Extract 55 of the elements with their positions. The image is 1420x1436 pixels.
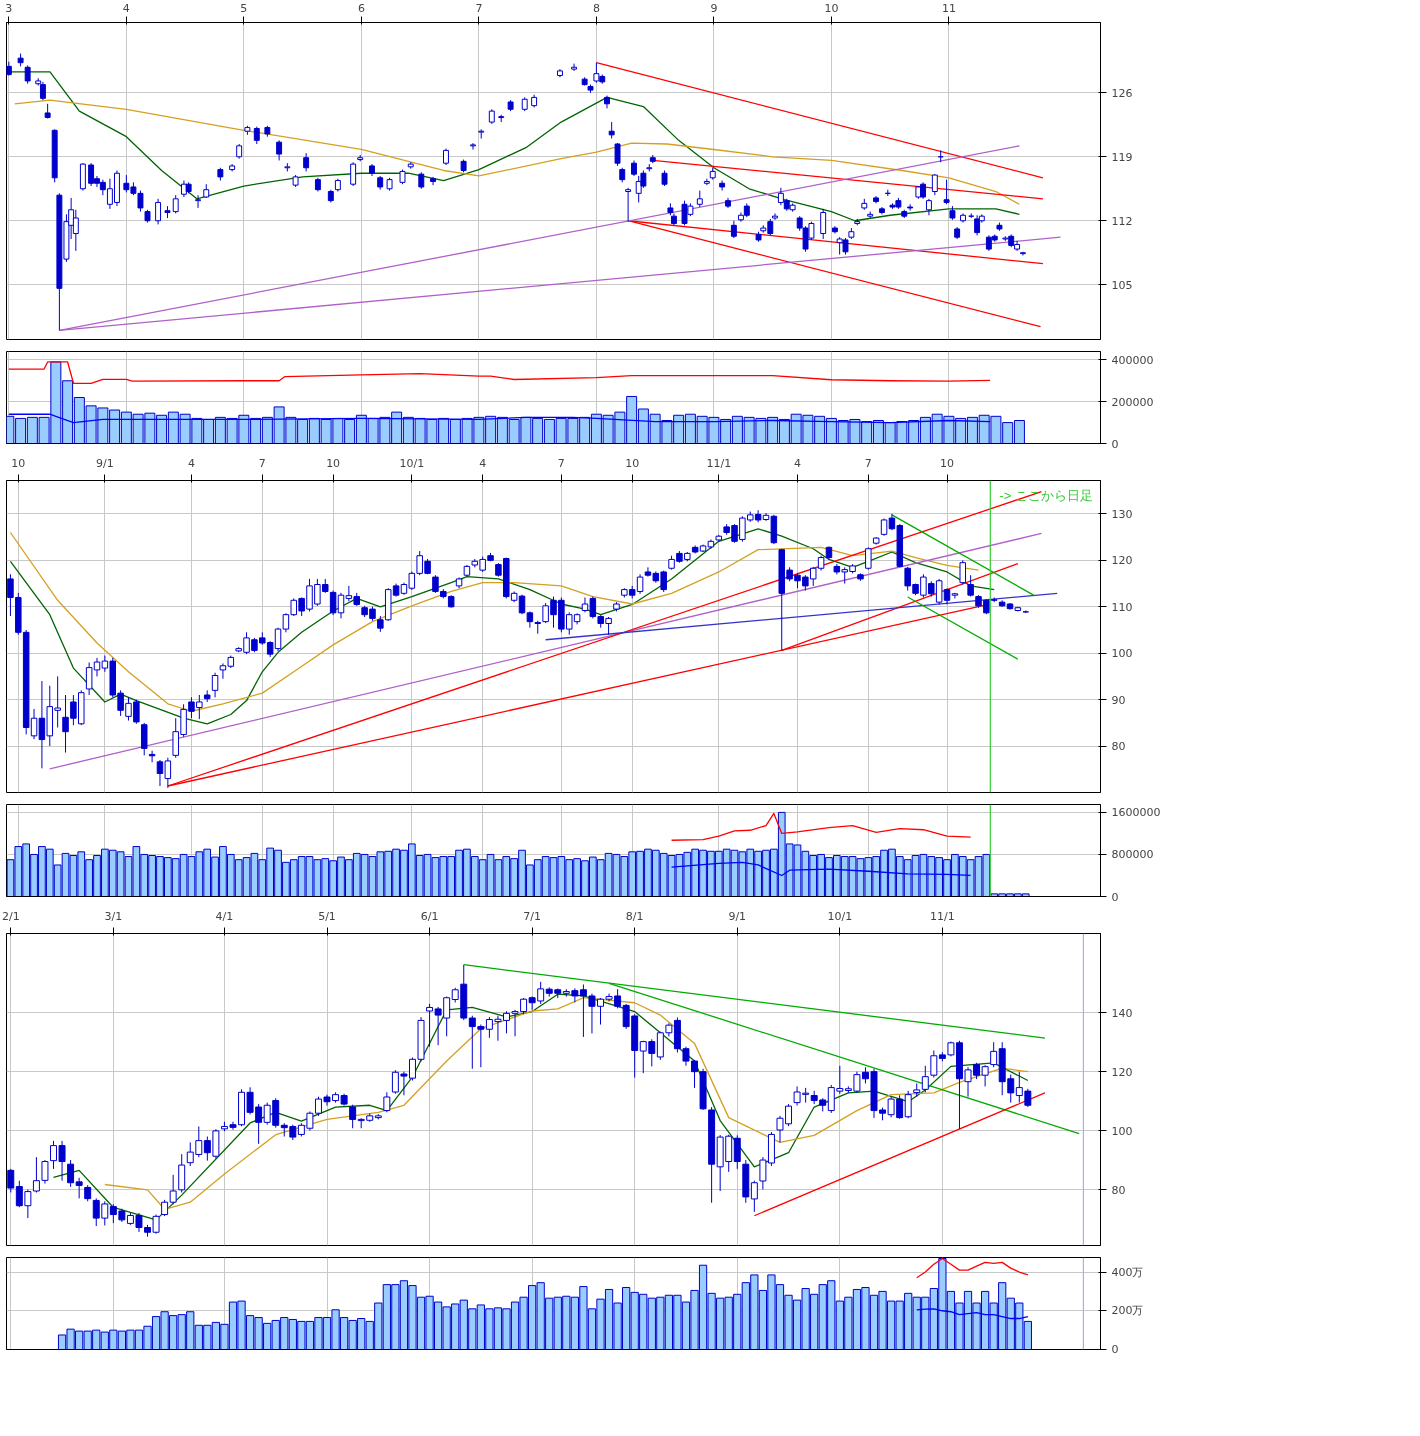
- y-tick-label: 90: [1111, 693, 1126, 707]
- x-tick-label: 11/1: [706, 456, 732, 470]
- y-tick-label: 120: [1111, 554, 1133, 568]
- y-tick-label: 105: [1111, 278, 1133, 292]
- x-tick-label: 8: [592, 1, 600, 15]
- x-tick-label: 7: [557, 456, 565, 470]
- x-tick-label: 10: [326, 456, 341, 470]
- x-tick-label: 7/1: [523, 909, 541, 923]
- y-tick-label: 200000: [1111, 395, 1154, 409]
- y-tick-label: 100: [1111, 647, 1133, 661]
- y-tick-label: 120: [1111, 1065, 1133, 1079]
- x-tick-label: 5: [240, 1, 248, 15]
- x-tick-label: 6: [357, 1, 365, 15]
- y-tick-label: 126: [1111, 86, 1133, 100]
- x-tick-label: 2/1: [1, 909, 20, 923]
- y-tick-label: 110: [1111, 600, 1133, 614]
- y-tick-label: 80: [1111, 740, 1126, 754]
- x-tick-label: 11: [941, 1, 956, 15]
- y-tick-label: 100: [1111, 1124, 1133, 1138]
- y-tick-label: 112: [1111, 214, 1133, 228]
- x-tick-label: 3: [5, 1, 13, 15]
- x-tick-label: 10: [824, 1, 839, 15]
- y-tick-label: 140: [1111, 1006, 1133, 1020]
- x-tick-label: 4: [479, 456, 487, 470]
- x-tick-label: 7: [864, 456, 872, 470]
- y-tick-label: 800000: [1111, 848, 1154, 862]
- y-tick-label: 119: [1111, 150, 1133, 164]
- x-tick-label: 4: [187, 456, 195, 470]
- y-tick-label: 200万: [1111, 1304, 1144, 1318]
- y-tick-label: 80: [1111, 1183, 1126, 1197]
- y-tick-label: 1600000: [1111, 806, 1161, 820]
- x-tick-label: 4: [793, 456, 801, 470]
- x-tick-label: 3/1: [104, 909, 123, 923]
- x-tick-label: 9: [710, 1, 718, 15]
- x-tick-label: 11/1: [930, 909, 955, 923]
- x-tick-label: 6/1: [420, 909, 439, 923]
- x-tick-label: 10/1: [399, 456, 425, 470]
- x-tick-label: 4/1: [215, 909, 234, 923]
- y-tick-label: 400000: [1111, 353, 1154, 367]
- y-tick-label: 400万: [1111, 1265, 1144, 1279]
- x-tick-label: 10: [11, 456, 26, 470]
- x-tick-label: 7: [475, 1, 483, 15]
- x-tick-label: 4: [122, 1, 130, 15]
- y-tick-label: 0: [1111, 437, 1119, 451]
- x-tick-label: 5/1: [318, 909, 336, 923]
- x-tick-label: 10: [625, 456, 640, 470]
- y-tick-label: 0: [1111, 890, 1119, 904]
- x-tick-label: 7: [258, 456, 266, 470]
- y-tick-label: 0: [1111, 1342, 1119, 1356]
- x-tick-label: 8/1: [625, 909, 644, 923]
- y-tick-label: 130: [1111, 507, 1133, 521]
- x-tick-label: 10: [940, 456, 955, 470]
- x-tick-label: 9/1: [96, 456, 114, 470]
- x-tick-label: 10/1: [827, 909, 853, 923]
- x-tick-label: 9/1: [728, 909, 747, 923]
